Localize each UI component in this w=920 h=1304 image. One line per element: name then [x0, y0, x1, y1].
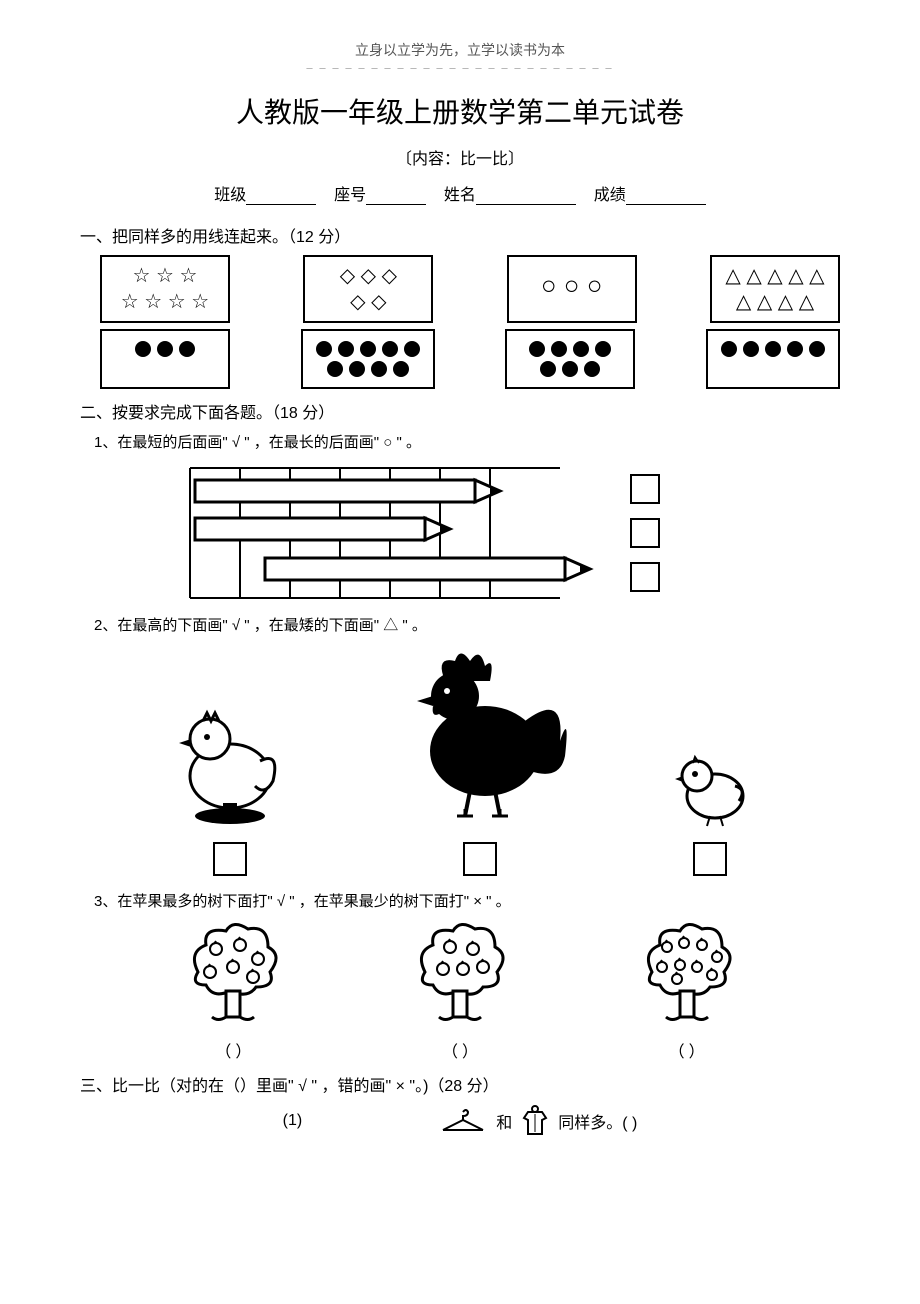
hen-answer[interactable]	[213, 842, 247, 876]
tree-2-col: （ ）	[405, 917, 515, 1062]
tree-3-icon	[632, 917, 742, 1027]
pencil-answer-1[interactable]	[630, 474, 660, 504]
pencil-answer-3[interactable]	[630, 562, 660, 592]
student-info-line: 班级 座号 姓名 成绩	[80, 181, 840, 205]
section-2-q1: 1、在最短的后面画" √ " ，在最长的后面画" ○ " 。	[94, 431, 840, 452]
dot-row-bottom	[100, 329, 840, 389]
chick-icon	[665, 741, 755, 831]
hen-col	[165, 691, 295, 876]
stars-row2: ☆ ☆ ☆ ☆	[112, 289, 218, 315]
circles-row1: ○ ○ ○	[519, 269, 625, 303]
tree-2-icon	[405, 917, 515, 1027]
class-label: 班级	[214, 187, 246, 204]
q1-number: (1)	[283, 1112, 303, 1130]
section-3-q1-line: (1) 和 同样多。( )	[80, 1104, 840, 1138]
shape-box-diamonds: ◇ ◇ ◇ ◇ ◇	[303, 255, 433, 323]
hanger-icon	[438, 1108, 488, 1134]
shape-box-triangles: △ △ △ △ △ △ △ △ △	[710, 255, 840, 323]
stars-row1: ☆ ☆ ☆	[112, 263, 218, 289]
dot-box-5	[706, 329, 840, 389]
rooster-answer[interactable]	[463, 842, 497, 876]
section-3-head: 三、比一比（对的在（）里画" √ " ，错的画" × "。)（28 分）	[80, 1072, 840, 1096]
section-2-head: 二、按要求完成下面各题。（18 分）	[80, 399, 840, 423]
triangles-row2: △ △ △ △	[722, 289, 828, 315]
dash-underline: – – – – – – – – – – – – – – – – – – – – …	[80, 60, 840, 75]
tree-1-paren[interactable]: （ ）	[178, 1038, 288, 1062]
tree-3-paren[interactable]: （ ）	[632, 1038, 742, 1062]
rooster-icon	[385, 641, 575, 831]
dot-box-9	[301, 329, 435, 389]
chick-col	[665, 741, 755, 876]
section-2-q3: 3、在苹果最多的树下面打" √ " ，在苹果最少的树下面打" × " 。	[94, 890, 840, 911]
diamonds-row2: ◇ ◇	[315, 289, 421, 315]
score-label: 成绩	[594, 187, 626, 204]
diamonds-row1: ◇ ◇ ◇	[315, 263, 421, 289]
animals-row	[120, 641, 800, 876]
tree-3-col: （ ）	[632, 917, 742, 1062]
hen-icon	[165, 691, 295, 831]
rooster-col	[385, 641, 575, 876]
seat-blank[interactable]	[366, 189, 426, 205]
chick-answer[interactable]	[693, 842, 727, 876]
pencils-svg	[170, 458, 600, 608]
shape-row-top: ☆ ☆ ☆ ☆ ☆ ☆ ☆ ◇ ◇ ◇ ◇ ◇ ○ ○ ○ △ △ △ △ △ …	[100, 255, 840, 323]
section-1-head: 一、把同样多的用线连起来。（12 分）	[80, 223, 840, 247]
shape-box-circles: ○ ○ ○	[507, 255, 637, 323]
tree-1-icon	[178, 917, 288, 1027]
q1-tail: 同样多。( )	[558, 1109, 637, 1133]
name-blank[interactable]	[476, 189, 576, 205]
pencil-answer-col	[630, 474, 660, 592]
tree-2-paren[interactable]: （ ）	[405, 1038, 515, 1062]
name-label: 姓名	[444, 187, 476, 204]
tree-1-col: （ ）	[178, 917, 288, 1062]
class-blank[interactable]	[246, 189, 316, 205]
page-title: 人教版一年级上册数学第二单元试卷	[80, 91, 840, 131]
section-2-q2: 2、在最高的下面画" √ " ，在最矮的下面画" △ " 。	[94, 614, 840, 635]
dot-box-7	[505, 329, 635, 389]
dot-box-3	[100, 329, 230, 389]
trees-row: （ ） （ ）	[120, 917, 800, 1062]
q1-mid: 和	[496, 1109, 512, 1133]
pencil-answer-2[interactable]	[630, 518, 660, 548]
seat-label: 座号	[334, 187, 366, 204]
page-subtitle: 〔内容：比一比〕	[80, 145, 840, 169]
pencils-figure	[170, 458, 840, 608]
triangles-row1: △ △ △ △ △	[722, 263, 828, 289]
clothes-icon	[520, 1104, 550, 1138]
score-blank[interactable]	[626, 189, 706, 205]
header-motto: 立身以立学为先，立学以读书为本	[80, 40, 840, 60]
shape-box-stars: ☆ ☆ ☆ ☆ ☆ ☆ ☆	[100, 255, 230, 323]
